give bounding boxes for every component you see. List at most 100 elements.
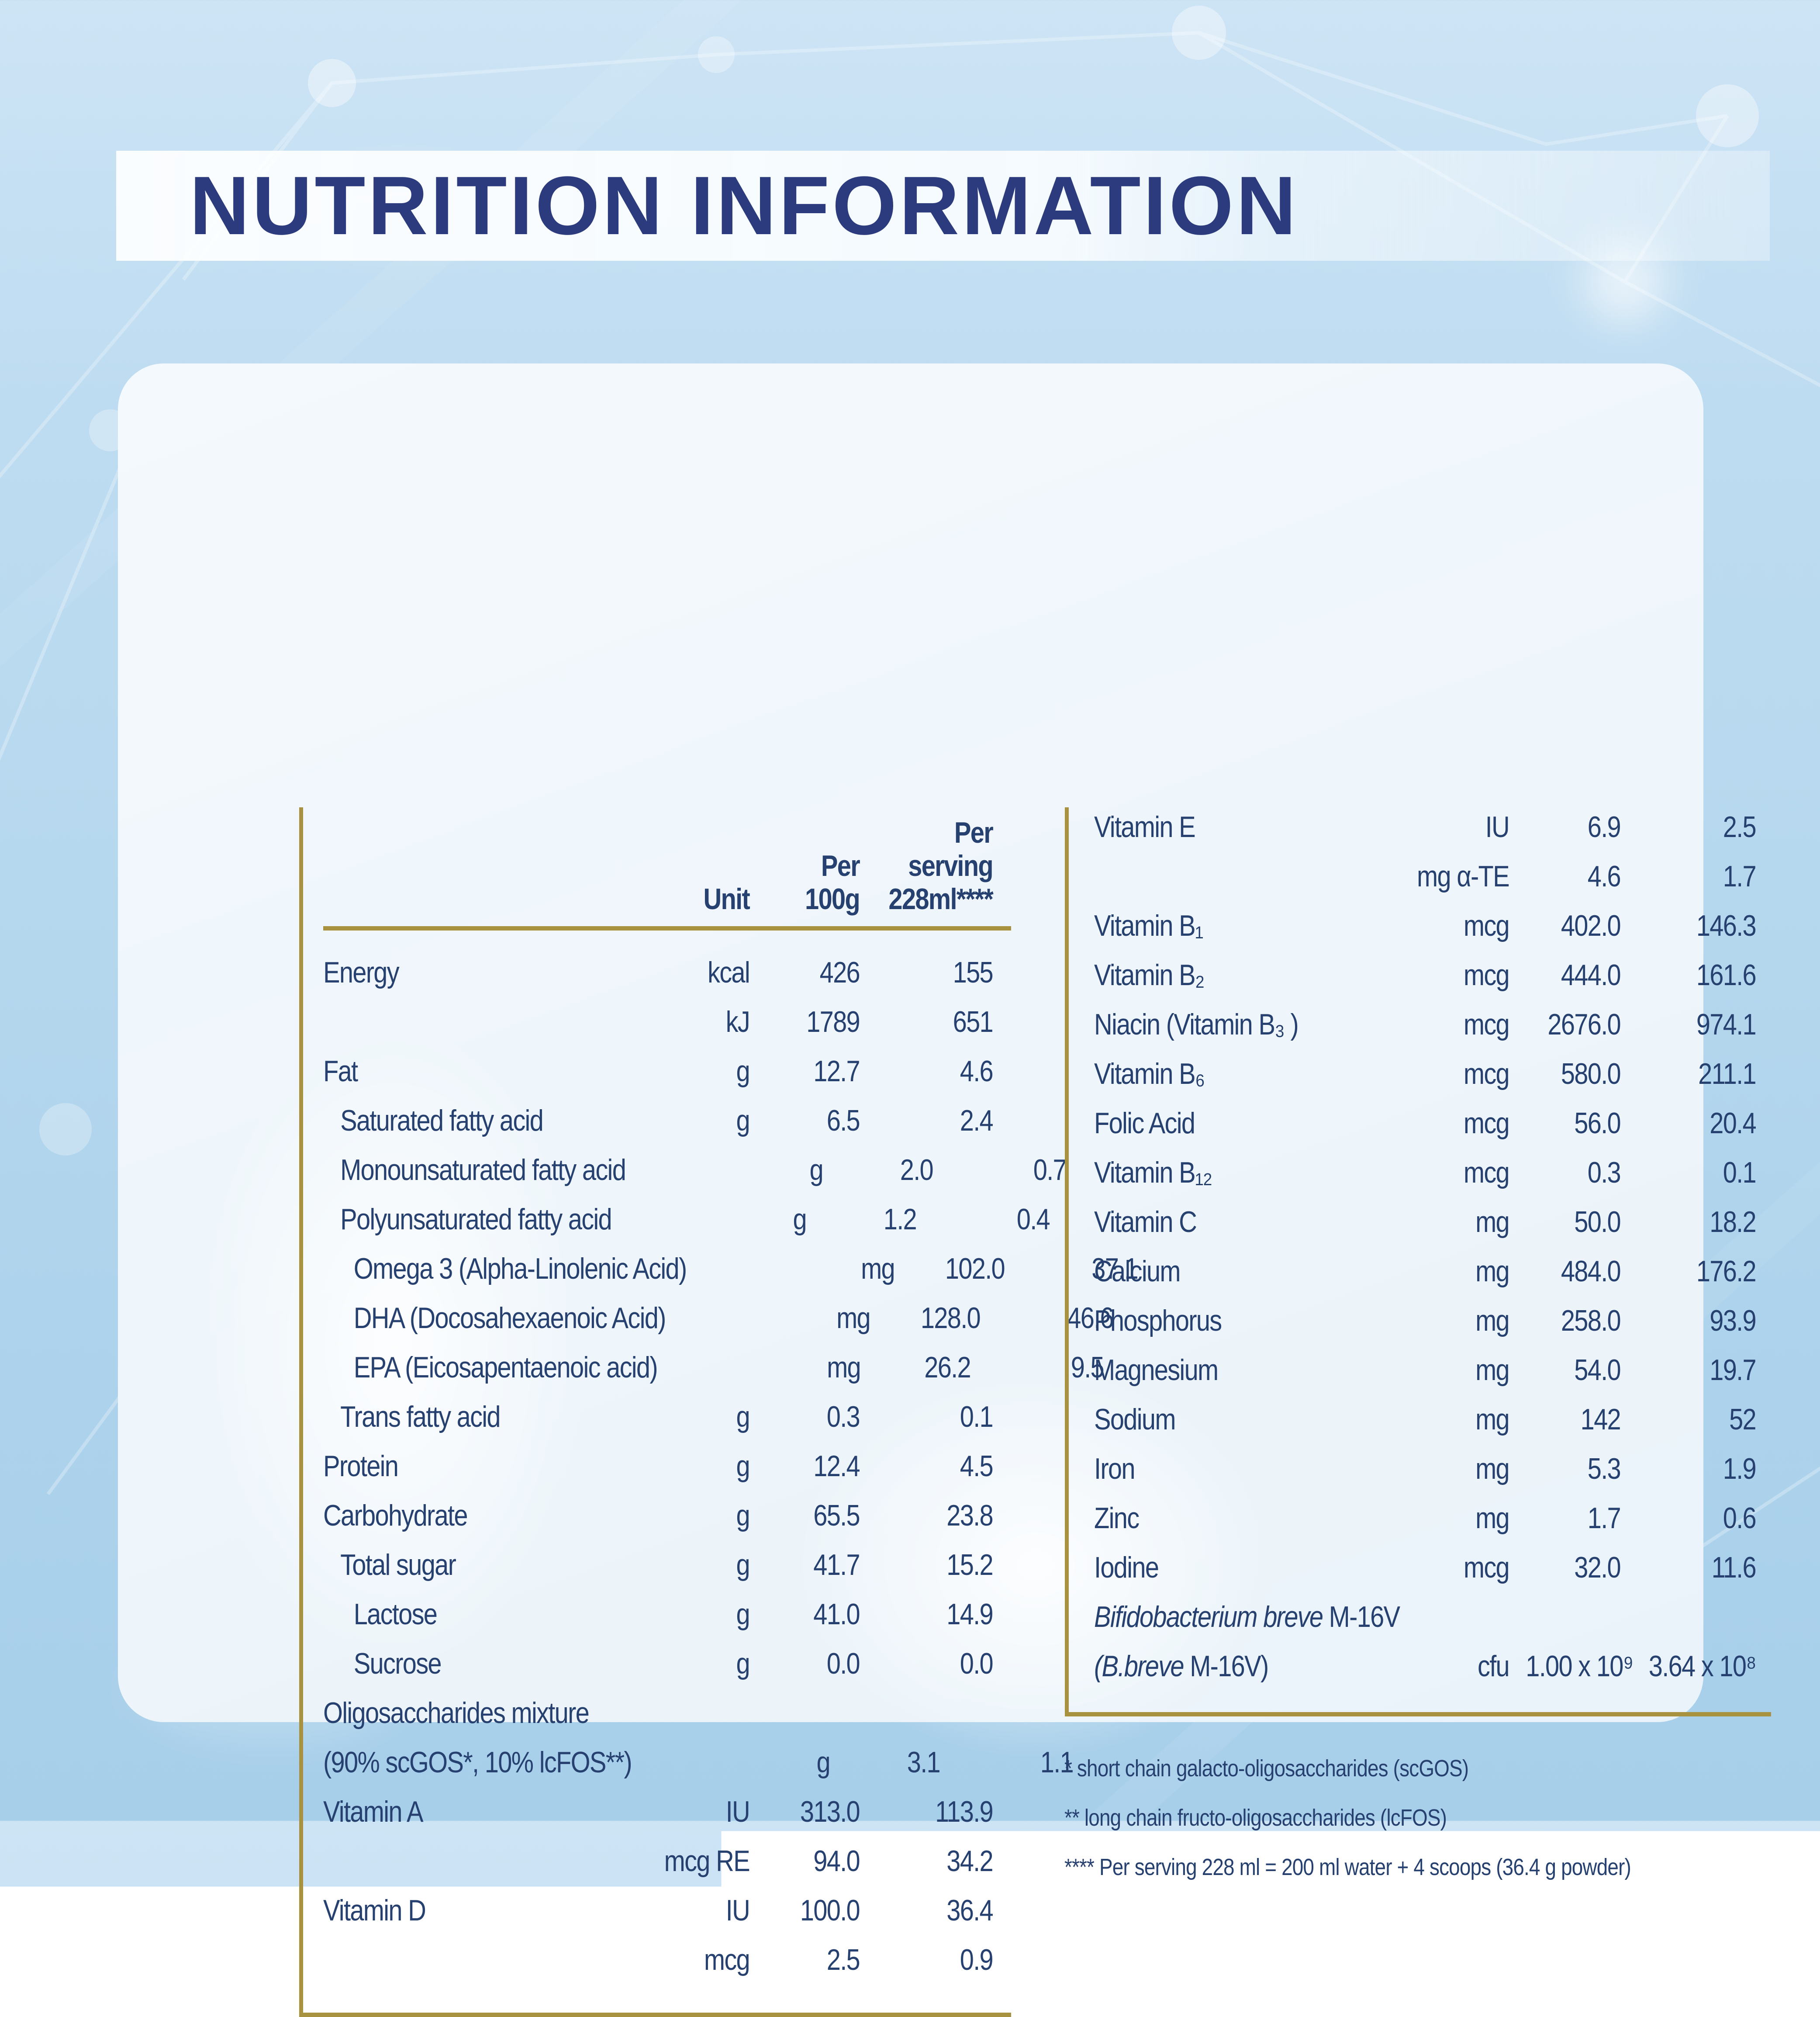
row-label (1094, 852, 1324, 901)
table-row: Calcium mg 484.0 176.2 (1094, 1247, 1756, 1296)
row-per-serving: 19.7 (1641, 1346, 1756, 1395)
table-rows-left: Energy kcal 426 155 kJ 1789 651 Fat g 12.7 4.6 Satu… (323, 948, 1011, 1985)
row-label: (90% scGOS*, 10% lcFOS**) (323, 1738, 632, 1787)
row-per-100g: 6.9 (1526, 803, 1620, 852)
footnote-scgos: * short chain galacto-oligosaccharides (… (1064, 1744, 1718, 1793)
gold-bottom-border (299, 2013, 1011, 2017)
nutrition-card: Unit Per 100g Per serving 228ml**** Ener… (118, 363, 1703, 1722)
row-label: (B.breve M-16V) (1094, 1642, 1324, 1691)
table-row: Vitamin B₁₂ mcg 0.3 0.1 (1094, 1148, 1756, 1197)
row-label: Phosphorus (1094, 1296, 1324, 1346)
row-per-100g: 444.0 (1526, 951, 1620, 1000)
table-row: Vitamin B₆ mcg 580.0 211.1 (1094, 1049, 1756, 1099)
row-label: Calcium (1094, 1247, 1324, 1296)
table-header: Unit Per 100g Per serving 228ml**** (323, 804, 1011, 931)
row-per-100g: 56.0 (1526, 1099, 1620, 1148)
row-unit: g (701, 1145, 823, 1195)
row-per-serving: 2.5 (1641, 803, 1756, 852)
row-per-serving: 11.6 (1641, 1543, 1756, 1592)
table-row: Sodium mg 142 52 (1094, 1395, 1756, 1444)
row-label: Energy (323, 948, 563, 997)
row-label: Sodium (1094, 1395, 1324, 1444)
row-per-100g: 65.5 (766, 1491, 860, 1540)
row-unit (1475, 1592, 1598, 1642)
gold-left-border (299, 807, 303, 2016)
row-label: Folic Acid (1094, 1099, 1324, 1148)
row-unit: kJ (627, 997, 750, 1047)
row-label: Vitamin E (1094, 803, 1324, 852)
row-unit: g (627, 1590, 750, 1639)
row-per-serving: 4.5 (880, 1442, 993, 1491)
row-per-100g: 580.0 (1526, 1049, 1620, 1099)
table-row: mcg RE 94.0 34.2 (323, 1837, 1011, 1886)
table-row: Monounsaturated fatty acid g 2.0 0.7 (323, 1145, 1011, 1195)
row-unit: g (627, 1096, 750, 1145)
header-spacer (366, 916, 605, 926)
row-unit: mg (1387, 1346, 1509, 1395)
row-unit: g (708, 1738, 830, 1787)
table-row: Vitamin A IU 313.0 113.9 (323, 1787, 1011, 1837)
table-row: Vitamin E IU 6.9 2.5 (1094, 803, 1756, 852)
row-label: Total sugar (323, 1540, 563, 1590)
table-row: Polyunsaturated fatty acid g 1.2 0.4 (323, 1195, 1011, 1244)
row-per-100g: 2.0 (839, 1145, 933, 1195)
row-per-serving: 0.7 (953, 1145, 1066, 1195)
row-unit: IU (627, 1787, 750, 1837)
row-label: Trans fatty acid (323, 1392, 563, 1442)
row-per-100g: 1.2 (823, 1195, 916, 1244)
table-row: Vitamin B₂ mcg 444.0 161.6 (1094, 951, 1756, 1000)
row-label (323, 1837, 563, 1886)
row-per-100g: 426 (766, 948, 860, 997)
row-label: Vitamin D (323, 1886, 563, 1935)
table-row: Vitamin D IU 100.0 36.4 (323, 1886, 1011, 1935)
table-row: Vitamin B₁ mcg 402.0 146.3 (1094, 901, 1756, 951)
row-per-serving: 0.1 (1641, 1148, 1756, 1197)
row-label: Vitamin A (323, 1787, 563, 1837)
row-label: Vitamin B₁ (1094, 901, 1324, 951)
row-unit: mcg (1387, 1099, 1509, 1148)
row-per-serving (910, 1688, 1023, 1738)
row-unit: mg (1387, 1395, 1509, 1444)
table-row: Lactose g 41.0 14.9 (323, 1590, 1011, 1639)
row-label: Sucrose (323, 1639, 563, 1688)
row-label (323, 1935, 563, 1985)
table-row: Bifidobacterium breve M-16V (1094, 1592, 1756, 1642)
row-per-serving: 155 (880, 948, 993, 997)
row-per-serving: 113.9 (880, 1787, 993, 1837)
table-rows-right: Vitamin E IU 6.9 2.5 mg α-TE 4.6 1.7 Vitamin B₁… (1094, 803, 1756, 1691)
row-per-serving: 1.9 (1641, 1444, 1756, 1494)
row-label: Magnesium (1094, 1346, 1324, 1395)
table-row: Protein g 12.4 4.5 (323, 1442, 1011, 1491)
row-per-100g: 0.0 (766, 1639, 860, 1688)
row-per-100g: 0.3 (766, 1392, 860, 1442)
row-unit: kcal (627, 948, 750, 997)
row-label (323, 997, 563, 1047)
row-label: Saturated fatty acid (323, 1096, 563, 1145)
table-row: EPA (Eicosapentaenoic acid) mg 26.2 9.5 (323, 1343, 1011, 1392)
row-unit: mg (1387, 1296, 1509, 1346)
row-per-100g: 0.3 (1526, 1148, 1620, 1197)
table-row: mg α-TE 4.6 1.7 (1094, 852, 1756, 901)
row-per-100g (796, 1688, 890, 1738)
row-unit: IU (627, 1886, 750, 1935)
row-per-100g (1614, 1592, 1709, 1642)
row-per-serving: 146.3 (1641, 901, 1756, 951)
row-per-100g: 12.4 (766, 1442, 860, 1491)
header-unit: Unit (627, 882, 750, 926)
row-unit: mcg (1387, 901, 1509, 951)
row-per-100g: 1.7 (1526, 1494, 1620, 1543)
table-row: Omega 3 (Alpha-Linolenic Acid) mg 102.0 37.… (323, 1244, 1011, 1294)
row-per-serving: 3.64 x 10⁸ (1641, 1642, 1756, 1691)
row-per-100g: 4.6 (1526, 852, 1620, 901)
table-row: mcg 2.5 0.9 (323, 1935, 1011, 1985)
table-row: Fat g 12.7 4.6 (323, 1047, 1011, 1096)
row-per-100g: 54.0 (1526, 1346, 1620, 1395)
row-per-100g: 6.5 (766, 1096, 860, 1145)
row-unit: mcg (1387, 1148, 1509, 1197)
row-per-serving: 4.6 (880, 1047, 993, 1096)
row-per-100g: 1789 (766, 997, 860, 1047)
row-unit: g (627, 1442, 750, 1491)
row-per-serving: 15.2 (880, 1540, 993, 1590)
row-unit: mg (748, 1294, 870, 1343)
row-unit: g (627, 1540, 750, 1590)
